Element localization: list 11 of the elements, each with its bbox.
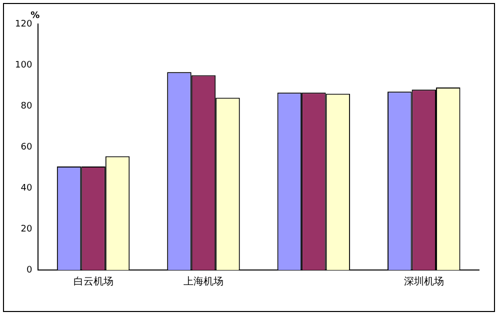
y-tick-label: 20	[20, 224, 32, 234]
y-tick-label: 0	[26, 265, 32, 276]
x-tick-label: 白云机场	[73, 276, 114, 288]
y-tick-label: 100	[14, 60, 32, 70]
y-tick-label: 120	[14, 19, 32, 30]
x-tick-label: 深圳机场	[404, 276, 444, 288]
y-axis-title: %	[30, 10, 40, 21]
x-tick-label: 上海机场	[183, 276, 224, 288]
y-tick-label: 60	[20, 142, 32, 152]
y-tick-label: 80	[20, 101, 32, 112]
y-tick-label: 40	[20, 183, 32, 194]
